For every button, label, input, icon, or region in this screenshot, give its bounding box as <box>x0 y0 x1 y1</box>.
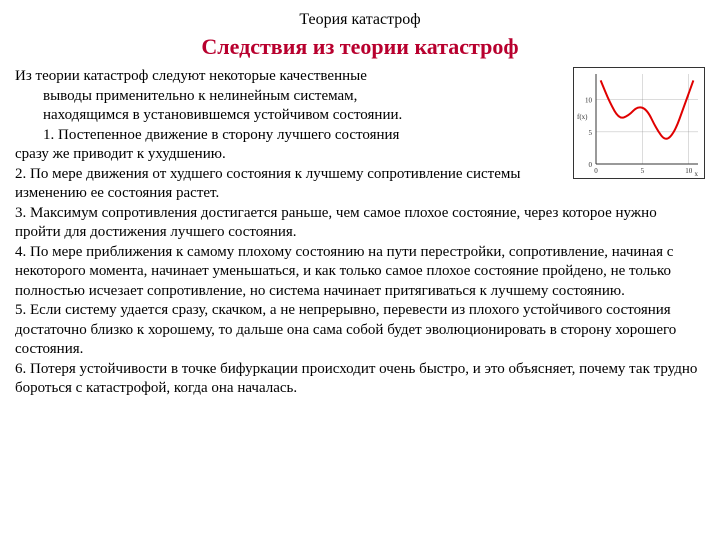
svg-text:10: 10 <box>585 97 593 105</box>
chart-container: 05100510xf(x) <box>573 67 705 179</box>
svg-text:f(x): f(x) <box>577 113 588 121</box>
svg-text:10: 10 <box>685 167 693 175</box>
main-title: Следствия из теории катастроф <box>15 33 705 62</box>
svg-text:0: 0 <box>594 167 598 175</box>
item-3: 3. Максимум сопротивления достигается ра… <box>15 204 705 243</box>
page-header: Теория катастроф <box>15 10 705 31</box>
item-4: 4. По мере приближения к самому плохому … <box>15 243 705 302</box>
item-5: 5. Если систему удается сразу, скачком, … <box>15 301 705 360</box>
svg-text:5: 5 <box>641 167 645 175</box>
item-6: 6. Потеря устойчивости в точке бифуркаци… <box>15 360 705 399</box>
svg-text:x: x <box>695 170 699 178</box>
content: 05100510xf(x) Из теории катастроф следую… <box>15 67 705 399</box>
curve-chart: 05100510xf(x) <box>574 68 704 178</box>
svg-text:5: 5 <box>589 129 593 137</box>
svg-text:0: 0 <box>589 161 593 169</box>
